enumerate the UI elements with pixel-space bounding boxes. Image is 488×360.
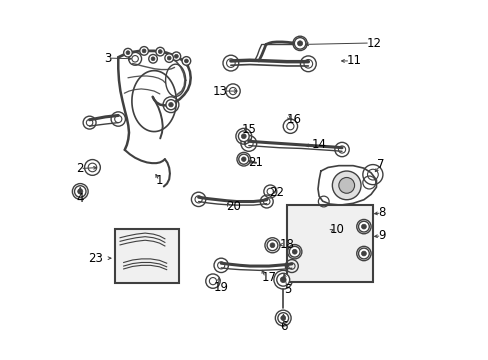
- Text: 8: 8: [377, 207, 385, 220]
- Circle shape: [289, 246, 300, 257]
- Circle shape: [140, 46, 148, 55]
- Circle shape: [148, 54, 157, 63]
- Circle shape: [142, 49, 146, 53]
- Text: 14: 14: [311, 138, 326, 151]
- Circle shape: [172, 52, 180, 60]
- Text: 20: 20: [225, 201, 240, 213]
- Text: 19: 19: [214, 281, 228, 294]
- Circle shape: [238, 131, 249, 141]
- Text: 21: 21: [247, 156, 263, 168]
- Circle shape: [292, 249, 297, 254]
- Circle shape: [358, 248, 368, 259]
- Circle shape: [338, 177, 354, 193]
- Circle shape: [358, 221, 368, 232]
- Circle shape: [126, 51, 130, 55]
- Text: 7: 7: [376, 158, 384, 171]
- Circle shape: [332, 171, 360, 200]
- Text: 22: 22: [268, 186, 284, 199]
- Circle shape: [174, 54, 178, 58]
- Circle shape: [156, 47, 164, 56]
- Text: 10: 10: [329, 223, 344, 236]
- Text: 18: 18: [279, 238, 294, 251]
- Circle shape: [168, 103, 173, 107]
- Text: 12: 12: [366, 36, 381, 50]
- Circle shape: [280, 316, 285, 320]
- Circle shape: [241, 157, 245, 161]
- Circle shape: [294, 38, 305, 49]
- Circle shape: [184, 59, 188, 63]
- Bar: [286, 205, 372, 282]
- Circle shape: [164, 54, 173, 62]
- Text: 2: 2: [76, 162, 83, 175]
- Text: 23: 23: [88, 252, 102, 265]
- Circle shape: [182, 57, 190, 65]
- Text: 17: 17: [261, 271, 276, 284]
- Text: 4: 4: [76, 192, 84, 205]
- Circle shape: [158, 50, 162, 54]
- Bar: [115, 229, 178, 283]
- Text: 15: 15: [241, 122, 256, 136]
- Circle shape: [78, 189, 82, 194]
- Circle shape: [151, 57, 155, 61]
- Circle shape: [280, 277, 285, 283]
- Circle shape: [277, 313, 288, 323]
- Circle shape: [74, 186, 86, 197]
- Text: 6: 6: [280, 320, 287, 333]
- Circle shape: [165, 100, 176, 110]
- Circle shape: [269, 243, 274, 248]
- Text: 5: 5: [284, 283, 291, 296]
- Text: 11: 11: [346, 54, 361, 67]
- Circle shape: [241, 134, 245, 139]
- Circle shape: [123, 48, 132, 57]
- Text: 13: 13: [212, 85, 227, 98]
- Circle shape: [276, 273, 289, 286]
- Text: 3: 3: [103, 51, 111, 64]
- Circle shape: [266, 240, 277, 251]
- Circle shape: [297, 41, 302, 46]
- Circle shape: [361, 251, 366, 256]
- Text: 16: 16: [286, 113, 301, 126]
- Circle shape: [167, 56, 171, 60]
- Circle shape: [361, 224, 366, 229]
- Circle shape: [238, 154, 248, 164]
- Text: 9: 9: [377, 229, 385, 242]
- Text: 1: 1: [155, 174, 163, 187]
